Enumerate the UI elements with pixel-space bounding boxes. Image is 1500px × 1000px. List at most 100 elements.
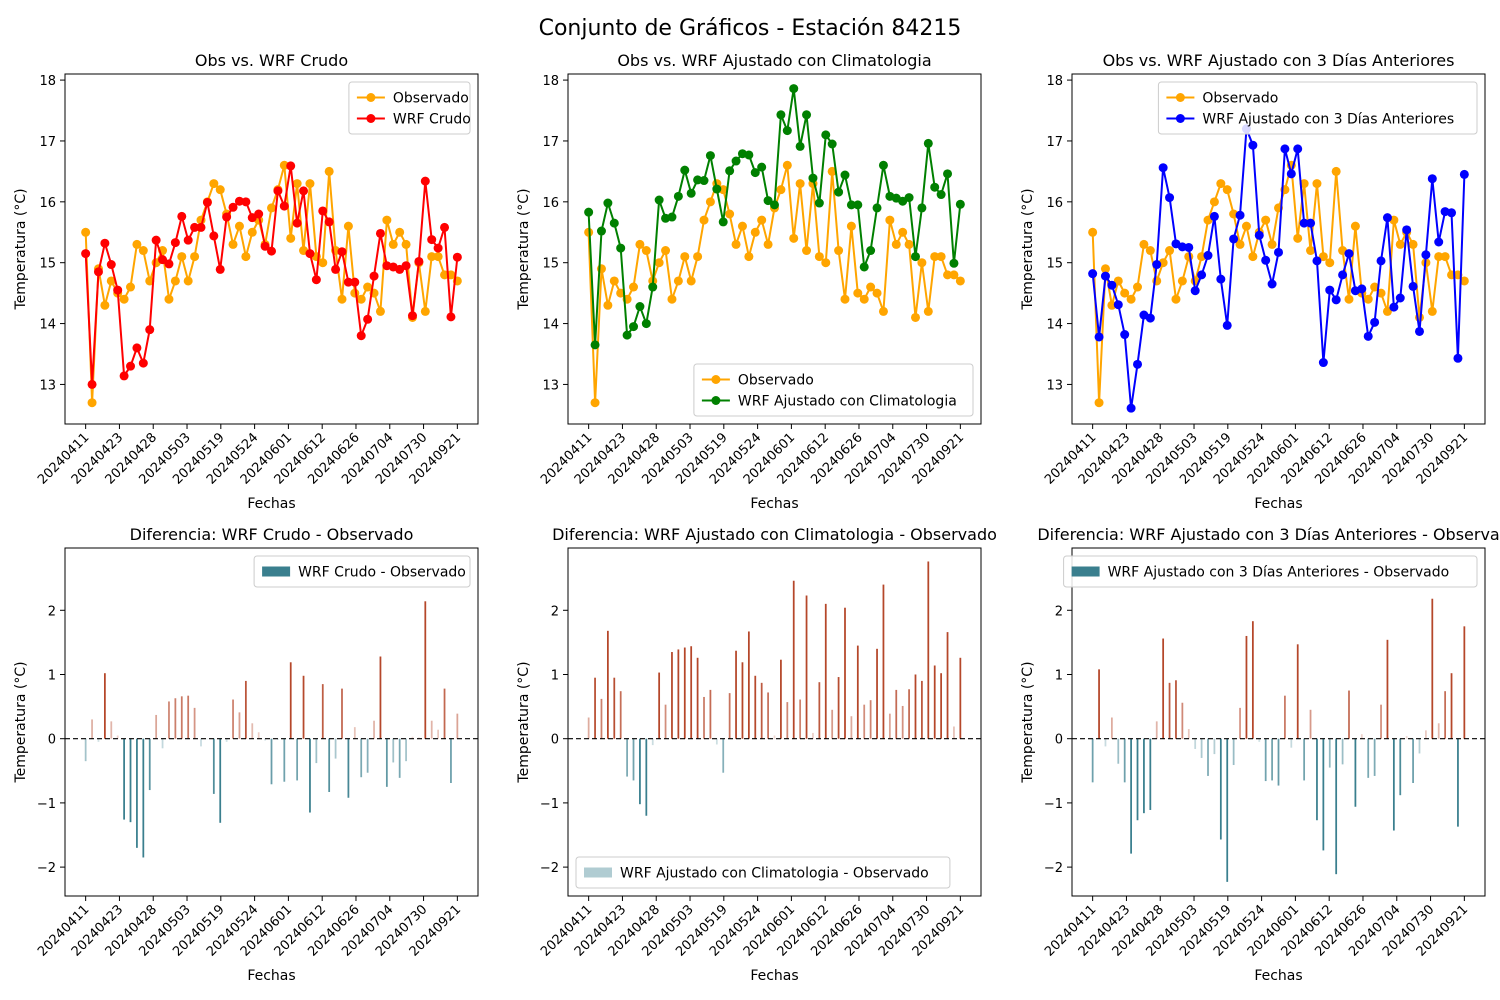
legend-box xyxy=(693,363,974,417)
data-point xyxy=(776,110,786,120)
bar xyxy=(315,738,318,764)
bar xyxy=(831,709,834,739)
bar xyxy=(148,738,151,791)
data-point xyxy=(757,162,767,172)
bar xyxy=(385,738,388,787)
axes-frame xyxy=(64,547,479,897)
data-point xyxy=(1350,221,1360,231)
bar xyxy=(914,674,917,739)
data-point xyxy=(904,239,914,249)
bar xyxy=(430,720,433,739)
data-point xyxy=(215,264,225,274)
data-point xyxy=(667,212,677,222)
bar xyxy=(116,735,119,739)
bar xyxy=(888,713,891,739)
bar xyxy=(225,738,228,742)
data-point xyxy=(1331,295,1341,305)
data-point xyxy=(1209,197,1219,207)
bar xyxy=(626,738,628,777)
data-point xyxy=(635,239,645,249)
series-line-1 xyxy=(1091,165,1466,403)
data-point xyxy=(782,126,792,136)
legend-label: WRF Ajustado con Climatologia - Observad… xyxy=(620,866,929,882)
y-tick-label: 13 xyxy=(39,378,56,393)
bar xyxy=(760,682,763,739)
data-point xyxy=(1312,179,1322,189)
bar xyxy=(1117,738,1120,764)
data-point xyxy=(1267,239,1277,249)
data-point xyxy=(363,314,373,324)
data-point xyxy=(1184,242,1194,252)
bar xyxy=(690,646,693,739)
y-tick-label: 17 xyxy=(1046,135,1063,150)
bar xyxy=(683,647,686,739)
data-point xyxy=(138,246,148,256)
data-point xyxy=(1126,403,1136,413)
bar xyxy=(606,630,609,739)
data-point xyxy=(661,246,671,256)
legend: WRF Crudo - Observado xyxy=(253,555,471,588)
bar xyxy=(1392,738,1395,831)
data-point xyxy=(209,231,219,241)
data-point xyxy=(81,227,91,237)
data-point xyxy=(183,235,193,245)
data-point xyxy=(190,252,200,262)
data-point xyxy=(1241,221,1251,231)
bar xyxy=(953,726,955,739)
bar xyxy=(1399,738,1402,796)
data-point xyxy=(446,312,456,322)
y-tick-label: −1 xyxy=(37,797,56,812)
data-point xyxy=(731,156,741,166)
legend-label: Observado xyxy=(1202,91,1278,107)
data-point xyxy=(802,246,812,256)
bar xyxy=(658,672,661,739)
bar xyxy=(398,738,401,778)
data-point xyxy=(725,166,735,176)
data-point xyxy=(680,252,690,262)
bar xyxy=(651,738,654,746)
data-point xyxy=(311,275,321,285)
data-point xyxy=(190,222,200,232)
bar xyxy=(837,677,840,739)
bar xyxy=(767,692,769,739)
data-point xyxy=(1363,331,1373,341)
bar xyxy=(1303,738,1306,781)
bar xyxy=(1284,695,1286,739)
bar xyxy=(728,693,731,739)
data-point xyxy=(1203,250,1213,260)
bar xyxy=(1110,717,1113,739)
legend-swatch-marker xyxy=(1175,93,1185,102)
bar xyxy=(1457,738,1459,827)
data-point xyxy=(420,306,430,316)
y-axis-label: Temperatura (°C) xyxy=(516,661,532,783)
data-point xyxy=(375,228,385,238)
bar xyxy=(1194,738,1197,749)
bar xyxy=(411,736,414,739)
y-tick-label: 17 xyxy=(39,135,56,150)
data-point xyxy=(267,246,276,256)
data-point xyxy=(151,235,161,245)
bar xyxy=(1405,736,1408,739)
data-point xyxy=(1197,270,1207,280)
data-point xyxy=(846,221,856,231)
data-point xyxy=(273,186,283,196)
subplot-title: Obs vs. WRF Ajustado con Climatologia xyxy=(617,51,931,70)
axes-frame xyxy=(1071,547,1486,897)
data-point xyxy=(440,222,450,232)
data-point xyxy=(433,243,443,253)
data-point xyxy=(834,187,844,197)
data-point xyxy=(1126,294,1136,304)
data-point xyxy=(827,139,837,149)
bar xyxy=(379,656,382,739)
bar xyxy=(1418,738,1421,754)
bar xyxy=(812,732,814,739)
bar xyxy=(1322,738,1325,851)
bar xyxy=(1155,721,1158,739)
bar xyxy=(792,580,795,739)
bar xyxy=(824,603,827,739)
data-point xyxy=(234,221,244,231)
bar xyxy=(180,696,183,739)
y-tick-label: 0 xyxy=(1055,733,1063,748)
bar xyxy=(594,677,596,739)
